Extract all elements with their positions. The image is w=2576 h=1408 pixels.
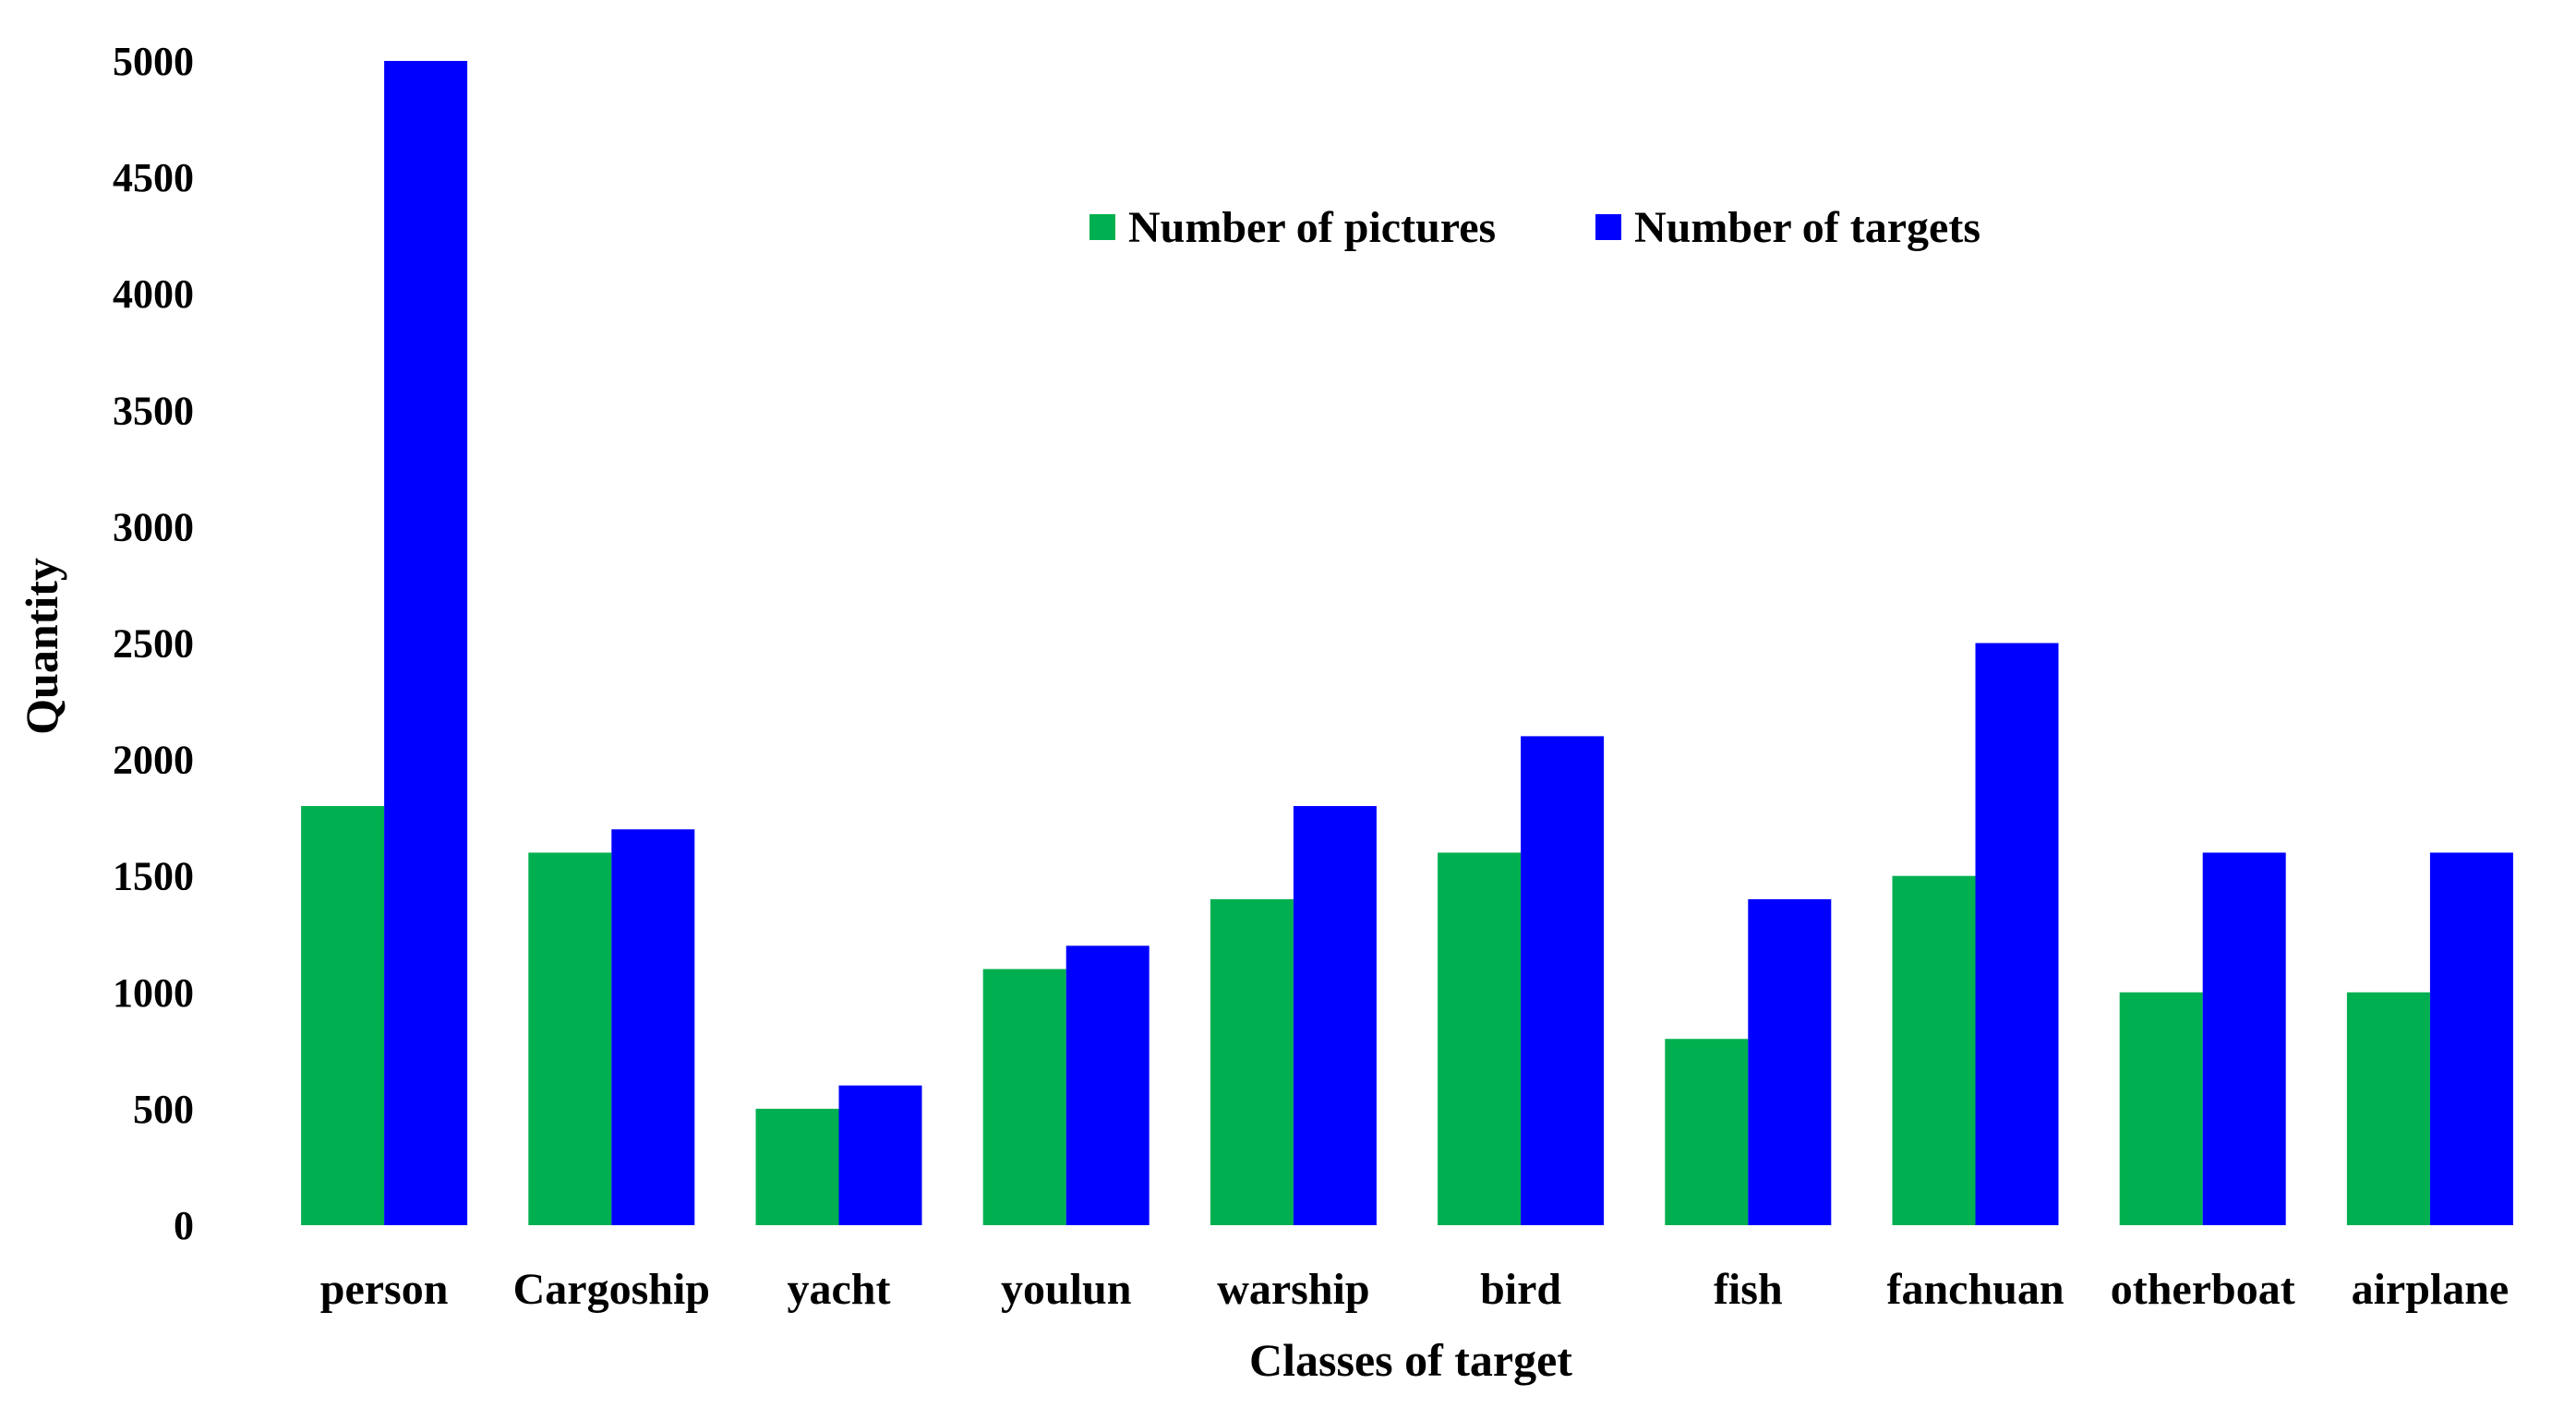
bar-targets-bird — [1521, 736, 1605, 1225]
bar-pictures-airplane — [2346, 992, 2430, 1225]
x-tick-label: Cargoship — [513, 1265, 710, 1314]
bar-targets-fanchuan — [1975, 643, 2059, 1225]
bar-targets-person — [384, 61, 468, 1225]
x-tick-label: fish — [1714, 1265, 1783, 1314]
bar-pictures-yacht — [755, 1108, 839, 1225]
bar-pictures-fanchuan — [1892, 875, 1976, 1225]
bar-pictures-bird — [1438, 852, 1522, 1225]
legend-swatch — [1089, 214, 1115, 240]
bar-pictures-youlun — [982, 969, 1066, 1225]
bar-targets-yacht — [838, 1085, 922, 1225]
bar-pictures-otherboat — [2119, 992, 2203, 1225]
x-tick-label: person — [320, 1265, 449, 1314]
y-tick-label: 3500 — [113, 388, 194, 433]
legend-label: Number of pictures — [1128, 203, 1496, 252]
y-axis-ticks: 0 500 1000 1500 2000 2500 3000 3500 4000 4500 5000 — [113, 39, 194, 1248]
x-axis-categories: person Cargoship yacht youlun warship bird fis… — [320, 1265, 2509, 1314]
x-tick-label: bird — [1480, 1265, 1561, 1314]
y-tick-label: 5000 — [113, 39, 194, 84]
legend: Number of pictures Number of targets — [1089, 203, 1980, 252]
x-tick-label: yacht — [788, 1265, 891, 1314]
bar-targets-cargoship — [611, 829, 695, 1225]
x-tick-label: youlun — [1001, 1265, 1131, 1314]
x-tick-label: airplane — [2352, 1265, 2510, 1314]
y-tick-label: 3000 — [113, 504, 194, 549]
bar-targets-fish — [1748, 898, 1832, 1225]
y-tick-label: 1500 — [113, 854, 194, 899]
x-tick-label: fanchuan — [1886, 1265, 2064, 1314]
y-tick-label: 2500 — [113, 621, 194, 667]
legend-swatch — [1595, 214, 1621, 240]
bar-targets-otherboat — [2202, 852, 2286, 1225]
y-tick-label: 2000 — [113, 738, 194, 783]
x-tick-label: otherboat — [2111, 1265, 2295, 1314]
bar-targets-warship — [1293, 806, 1377, 1225]
y-tick-label: 500 — [133, 1087, 194, 1132]
bar-targets-airplane — [2429, 852, 2513, 1225]
y-tick-label: 4500 — [113, 155, 194, 200]
y-tick-label: 1000 — [113, 970, 194, 1016]
y-tick-label: 0 — [174, 1203, 194, 1248]
bars — [301, 61, 2513, 1225]
bar-pictures-person — [301, 806, 385, 1225]
bar-pictures-warship — [1210, 898, 1294, 1225]
bar-pictures-cargoship — [528, 852, 612, 1225]
y-axis-title: Quantity — [16, 558, 67, 735]
y-tick-label: 4000 — [113, 271, 194, 317]
x-axis-title: Classes of target — [1249, 1334, 1572, 1386]
x-tick-label: warship — [1217, 1265, 1369, 1314]
legend-label: Number of targets — [1634, 203, 1980, 252]
bar-pictures-fish — [1665, 1039, 1749, 1225]
bar-targets-youlun — [1065, 945, 1150, 1225]
